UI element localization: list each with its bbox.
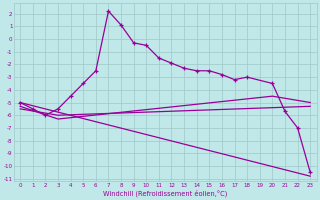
X-axis label: Windchill (Refroidissement éolien,°C): Windchill (Refroidissement éolien,°C) [103, 189, 228, 197]
